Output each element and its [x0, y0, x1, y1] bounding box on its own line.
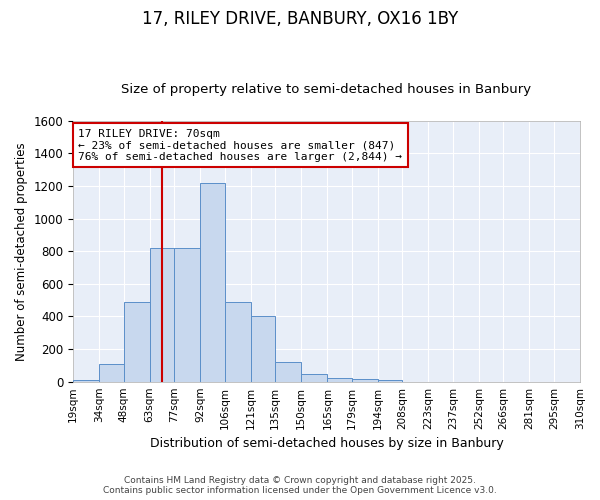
Text: 17 RILEY DRIVE: 70sqm
← 23% of semi-detached houses are smaller (847)
76% of sem: 17 RILEY DRIVE: 70sqm ← 23% of semi-deta…	[78, 128, 402, 162]
Y-axis label: Number of semi-detached properties: Number of semi-detached properties	[15, 142, 28, 360]
Bar	[200, 182, 224, 382]
Bar	[73, 380, 99, 382]
Bar	[352, 379, 378, 382]
Bar	[301, 374, 328, 382]
Bar	[224, 302, 251, 382]
Bar	[174, 248, 200, 382]
X-axis label: Distribution of semi-detached houses by size in Banbury: Distribution of semi-detached houses by …	[149, 437, 503, 450]
Bar	[275, 362, 301, 382]
Bar	[149, 248, 174, 382]
Text: Contains HM Land Registry data © Crown copyright and database right 2025.
Contai: Contains HM Land Registry data © Crown c…	[103, 476, 497, 495]
Bar	[251, 316, 275, 382]
Bar	[124, 302, 149, 382]
Text: 17, RILEY DRIVE, BANBURY, OX16 1BY: 17, RILEY DRIVE, BANBURY, OX16 1BY	[142, 10, 458, 28]
Bar	[378, 380, 402, 382]
Bar	[99, 364, 124, 382]
Bar	[328, 378, 352, 382]
Title: Size of property relative to semi-detached houses in Banbury: Size of property relative to semi-detach…	[121, 83, 532, 96]
